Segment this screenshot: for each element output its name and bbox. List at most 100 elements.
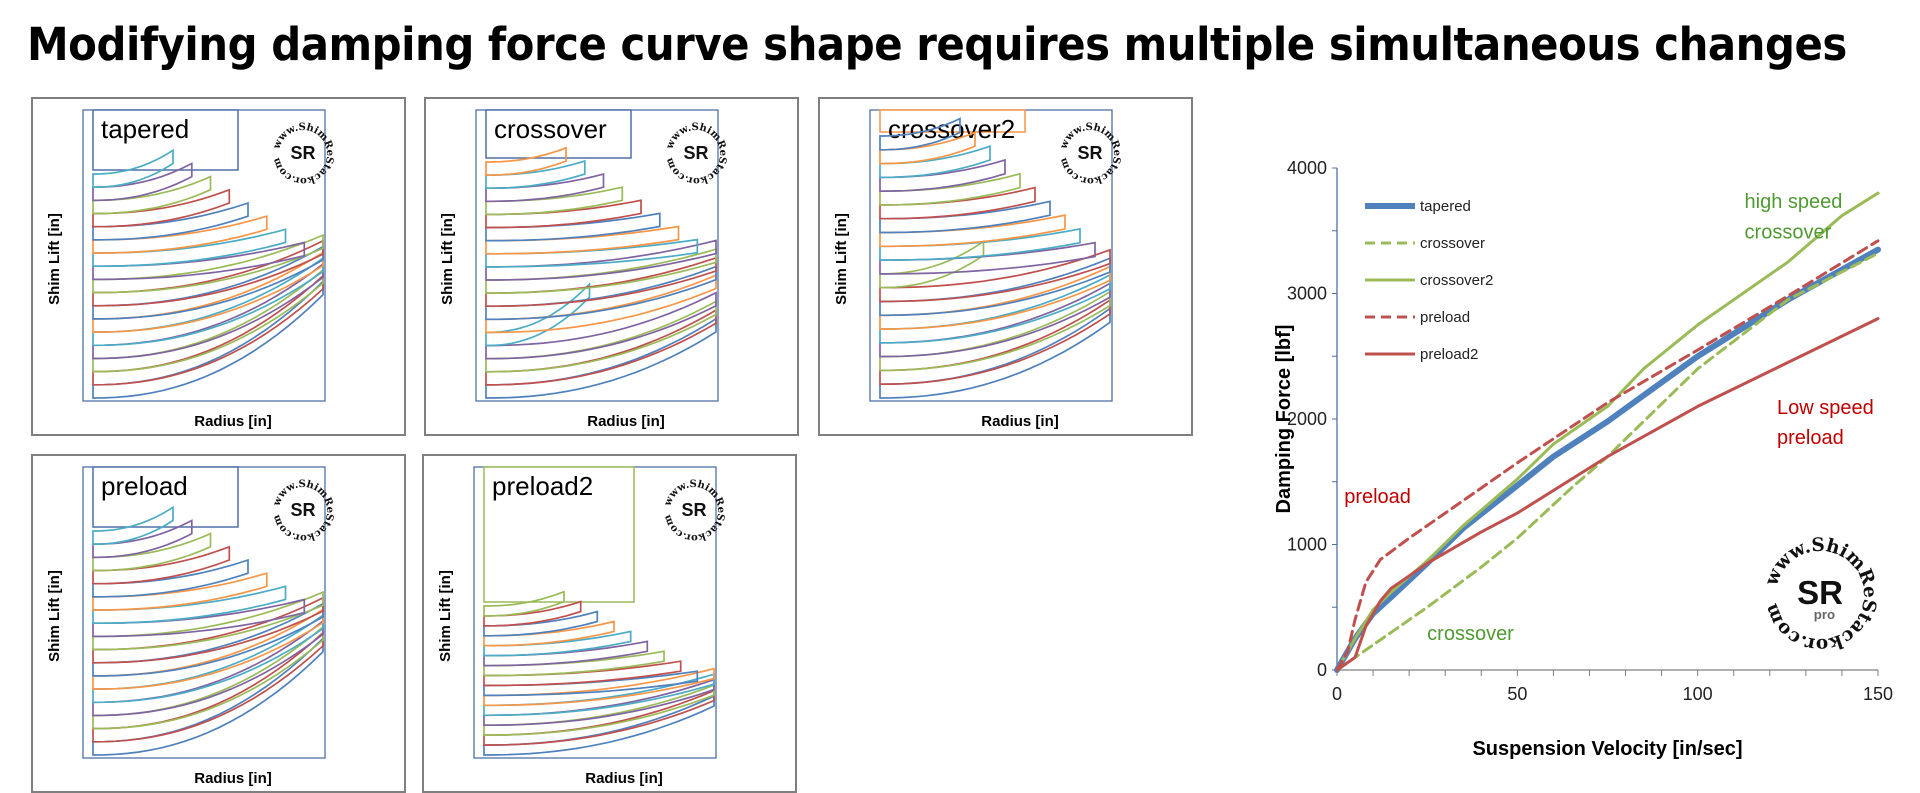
- shim: [92, 532, 212, 572]
- logo-mark: SR: [683, 143, 708, 163]
- shim: [92, 233, 324, 294]
- x-tick-label: 150: [1863, 684, 1893, 704]
- x-axis-label: Radius [in]: [587, 413, 665, 430]
- shim: [879, 158, 1006, 193]
- legend-label: preload2: [1420, 346, 1478, 363]
- y-tick-label: 2000: [1287, 409, 1327, 429]
- shim: [879, 248, 1111, 303]
- series-line-preload: [1335, 239, 1880, 672]
- panel-label-box: [92, 109, 239, 171]
- panel-label: crossover: [494, 114, 607, 144]
- y-axis-label: Shim Lift [in]: [46, 570, 63, 662]
- x-axis-label: Radius [in]: [194, 770, 272, 787]
- shim: [485, 256, 717, 308]
- legend-label: crossover: [1420, 235, 1485, 252]
- x-axis-title: Suspension Velocity [in/sec]: [1472, 738, 1742, 760]
- chart-annotation: high speed: [1745, 191, 1843, 213]
- panel-tapered: tapered www.ShimReStackor.com SR Shim Lift …: [31, 97, 406, 436]
- shim: [92, 545, 231, 585]
- shim: [879, 239, 985, 289]
- logo-mark: SR: [681, 500, 706, 520]
- chart-annotation: preload: [1777, 427, 1844, 449]
- shim: [879, 265, 1111, 330]
- x-axis-label: Radius [in]: [194, 413, 272, 430]
- chart-annotation: Low speed: [1777, 397, 1874, 419]
- chart-annotation: preload: [1344, 486, 1411, 508]
- shim: [92, 201, 249, 241]
- shim: [879, 145, 991, 179]
- shim: [92, 148, 174, 189]
- panel-label-box: [483, 466, 635, 603]
- chart-annotation: crossover: [1427, 623, 1514, 645]
- y-axis-label: Shim Lift [in]: [833, 213, 850, 305]
- shim: [92, 162, 193, 202]
- series-line-crossover: [1335, 251, 1880, 672]
- y-axis-label: Shim Lift [in]: [46, 213, 63, 305]
- shim: [92, 215, 268, 254]
- shim: [879, 200, 1051, 234]
- shim: [485, 291, 717, 360]
- x-tick-label: 100: [1683, 684, 1713, 704]
- page-title: Modifying damping force curve shape requ…: [27, 18, 1847, 71]
- panel-preload2: preload2 www.ShimReStackor.com SR Shim Lift…: [422, 454, 797, 793]
- y-axis-label: Shim Lift [in]: [439, 213, 456, 305]
- shim: [485, 281, 591, 347]
- series-line-preload2: [1335, 317, 1880, 672]
- logo-mark: SR: [1797, 574, 1843, 611]
- shim: [92, 590, 324, 651]
- panel-label: crossover2: [888, 114, 1015, 144]
- y-axis-label: Shim Lift [in]: [437, 570, 454, 662]
- logo-sub: pro: [1814, 607, 1835, 622]
- chart-annotation: crossover: [1745, 221, 1832, 243]
- panel-label-box: [879, 109, 1026, 133]
- x-axis-label: Radius [in]: [981, 413, 1059, 430]
- y-tick-label: 4000: [1287, 158, 1327, 178]
- shim: [92, 505, 174, 546]
- shim: [879, 117, 961, 151]
- panel-label-box: [92, 466, 239, 528]
- shim: [92, 175, 212, 215]
- shim: [92, 241, 306, 281]
- shim: [879, 214, 1066, 248]
- panel-crossover2: crossover2 www.ShimReStackor.com SR Shim Li…: [818, 97, 1193, 436]
- shim: [92, 558, 249, 598]
- shim: [879, 172, 1021, 206]
- shim: [879, 241, 1096, 275]
- shim: [92, 228, 287, 268]
- x-tick-label: 0: [1332, 684, 1342, 704]
- shim: [485, 239, 717, 281]
- panel-label: preload: [101, 471, 188, 501]
- shim: [485, 299, 717, 373]
- panel-label: tapered: [101, 114, 189, 144]
- y-tick-label: 1000: [1287, 535, 1327, 555]
- shim: [485, 146, 567, 176]
- logo-mark: SR: [290, 143, 315, 163]
- panel-crossover: crossover www.ShimReStackor.com SR Shim Lif…: [424, 97, 799, 436]
- shim: [92, 188, 231, 228]
- logo-mark: SR: [290, 500, 315, 520]
- shim: [92, 598, 306, 638]
- shim: [485, 274, 717, 334]
- y-tick-label: 0: [1317, 660, 1327, 680]
- shim: [92, 585, 287, 625]
- panel-label: preload2: [492, 471, 593, 501]
- damping-force-chart: 0 50 100 150 0 1000 2000 3000 4000 Suspension Vel…: [1273, 158, 1893, 760]
- x-axis-label: Radius [in]: [585, 770, 663, 787]
- shim: [879, 186, 1036, 220]
- y-axis-title: Damping Force [lbf]: [1273, 325, 1295, 514]
- x-tick-label: 50: [1507, 684, 1527, 704]
- shim: [92, 519, 193, 559]
- legend-label: tapered: [1420, 198, 1471, 215]
- logo-mark: SR: [1077, 143, 1102, 163]
- shim: [483, 590, 565, 617]
- legend-label: preload: [1420, 309, 1470, 326]
- panel-preload: preload www.ShimReStackor.com SR Shim Lift …: [31, 454, 406, 793]
- legend-label: crossover2: [1420, 272, 1493, 289]
- y-tick-label: 3000: [1287, 284, 1327, 304]
